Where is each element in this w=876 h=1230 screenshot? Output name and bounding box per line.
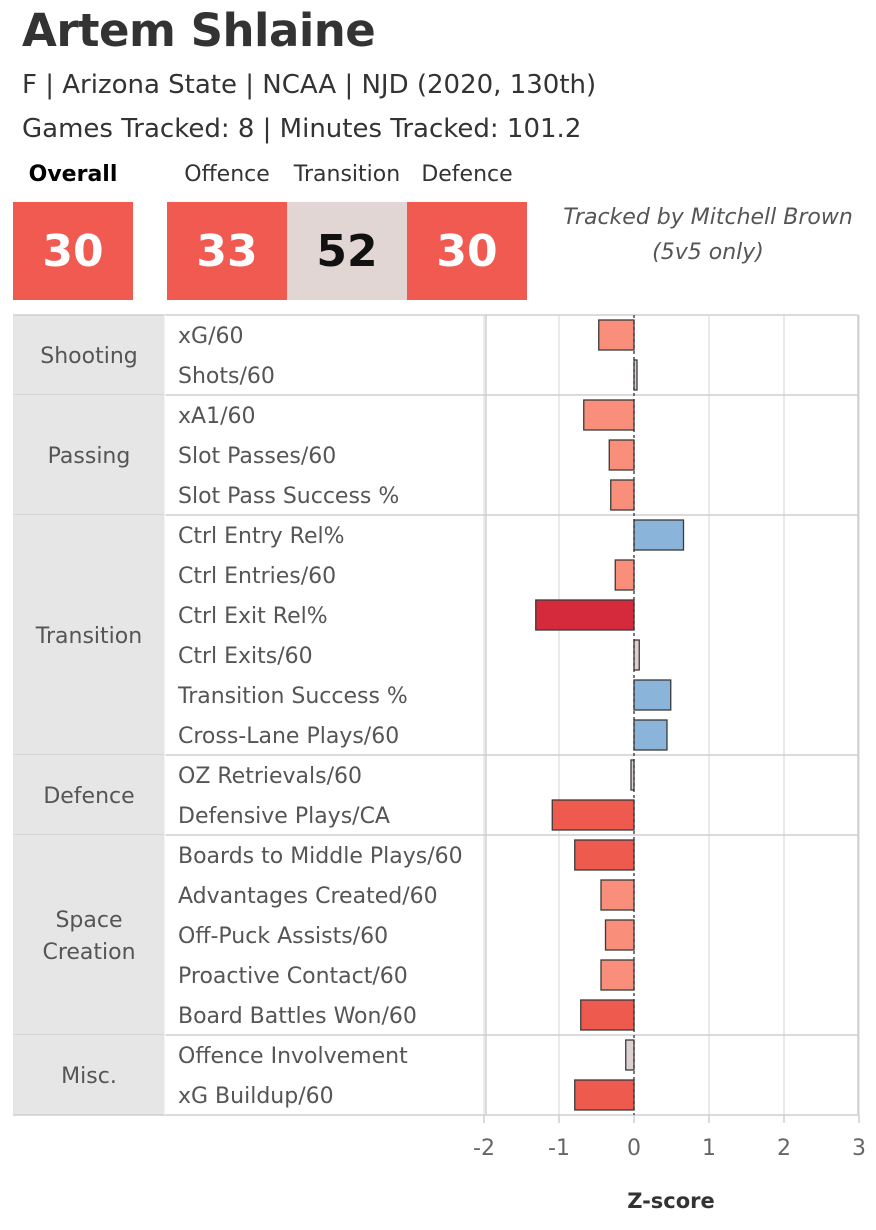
metric-label: Board Battles Won/60 bbox=[178, 1004, 417, 1029]
metric-label: Proactive Contact/60 bbox=[178, 964, 408, 989]
metric-label: Off-Puck Assists/60 bbox=[178, 924, 388, 949]
x-tick-label: -2 bbox=[473, 1136, 495, 1161]
bar bbox=[604, 919, 635, 951]
bar bbox=[633, 679, 672, 711]
offence-label: Offence bbox=[184, 162, 270, 187]
bar bbox=[600, 959, 635, 991]
metric-label: Slot Pass Success % bbox=[178, 484, 399, 509]
x-tick-label: 0 bbox=[627, 1136, 641, 1161]
bar bbox=[535, 599, 635, 631]
bar bbox=[633, 639, 640, 671]
bar bbox=[600, 879, 635, 911]
bar bbox=[633, 519, 685, 551]
bar bbox=[574, 839, 635, 871]
bar bbox=[614, 559, 635, 591]
bar bbox=[551, 799, 635, 831]
metric-label: Ctrl Entries/60 bbox=[178, 564, 336, 589]
category-label: Space bbox=[55, 908, 122, 933]
category-label: Passing bbox=[48, 444, 131, 469]
tracking-summary: Games Tracked: 8 | Minutes Tracked: 101.… bbox=[22, 114, 582, 144]
transition-label: Transition bbox=[293, 162, 401, 187]
x-tick-label: 2 bbox=[777, 1136, 791, 1161]
x-tick-label: 3 bbox=[852, 1136, 866, 1161]
overall-label: Overall bbox=[28, 162, 118, 187]
bar bbox=[610, 479, 635, 511]
defence-score: 30 bbox=[407, 202, 527, 300]
category-cell bbox=[13, 515, 165, 755]
player-name: Artem Shlaine bbox=[22, 4, 376, 57]
category-label: Misc. bbox=[61, 1064, 117, 1089]
category-cell bbox=[13, 1035, 165, 1115]
metric-label: Slot Passes/60 bbox=[178, 444, 336, 469]
bar bbox=[625, 1039, 635, 1071]
metric-label: Boards to Middle Plays/60 bbox=[178, 844, 463, 869]
category-cell bbox=[13, 835, 165, 1035]
category-label: Defence bbox=[43, 784, 134, 809]
metric-label: Ctrl Exit Rel% bbox=[178, 604, 328, 629]
bar bbox=[633, 719, 668, 751]
metric-label: Offence Involvement bbox=[178, 1044, 408, 1069]
metric-label: xG Buildup/60 bbox=[178, 1084, 334, 1109]
category-label: Shooting bbox=[40, 344, 137, 369]
category-label: Transition bbox=[35, 624, 142, 649]
category-cell bbox=[13, 315, 165, 395]
metric-label: OZ Retrievals/60 bbox=[178, 764, 362, 789]
tracking-scope: (5v5 only) bbox=[652, 240, 764, 265]
bar bbox=[598, 319, 635, 351]
defence-label: Defence bbox=[421, 162, 513, 187]
metric-label: Ctrl Exits/60 bbox=[178, 644, 313, 669]
metric-label: Defensive Plays/CA bbox=[178, 804, 390, 829]
metric-label: xG/60 bbox=[178, 324, 243, 349]
category-cell bbox=[13, 755, 165, 835]
bar bbox=[630, 759, 635, 791]
tracker-credit: Tracked by Mitchell Brown bbox=[563, 205, 853, 230]
metric-label: Cross-Lane Plays/60 bbox=[178, 724, 399, 749]
offence-score: 33 bbox=[167, 202, 287, 300]
overall-score: 30 bbox=[13, 202, 133, 300]
bar bbox=[583, 399, 635, 431]
bar bbox=[580, 999, 635, 1031]
bar bbox=[574, 1079, 635, 1111]
x-tick-label: 1 bbox=[702, 1136, 716, 1161]
metric-label: Advantages Created/60 bbox=[178, 884, 438, 909]
category-label: Creation bbox=[42, 940, 135, 965]
metric-label: Transition Success % bbox=[177, 684, 408, 709]
transition-score: 52 bbox=[287, 202, 407, 300]
tracking-note: Tracked by Mitchell Brown (5v5 only) bbox=[548, 200, 868, 270]
metric-label: xA1/60 bbox=[178, 404, 255, 429]
metric-label: Shots/60 bbox=[178, 364, 275, 389]
x-axis-title: Z-score bbox=[627, 1189, 715, 1213]
bar bbox=[608, 439, 635, 471]
player-info: F | Arizona State | NCAA | NJD (2020, 13… bbox=[22, 70, 597, 100]
category-cell bbox=[13, 395, 165, 515]
metric-label: Ctrl Entry Rel% bbox=[178, 524, 345, 549]
x-tick-label: -1 bbox=[548, 1136, 570, 1161]
